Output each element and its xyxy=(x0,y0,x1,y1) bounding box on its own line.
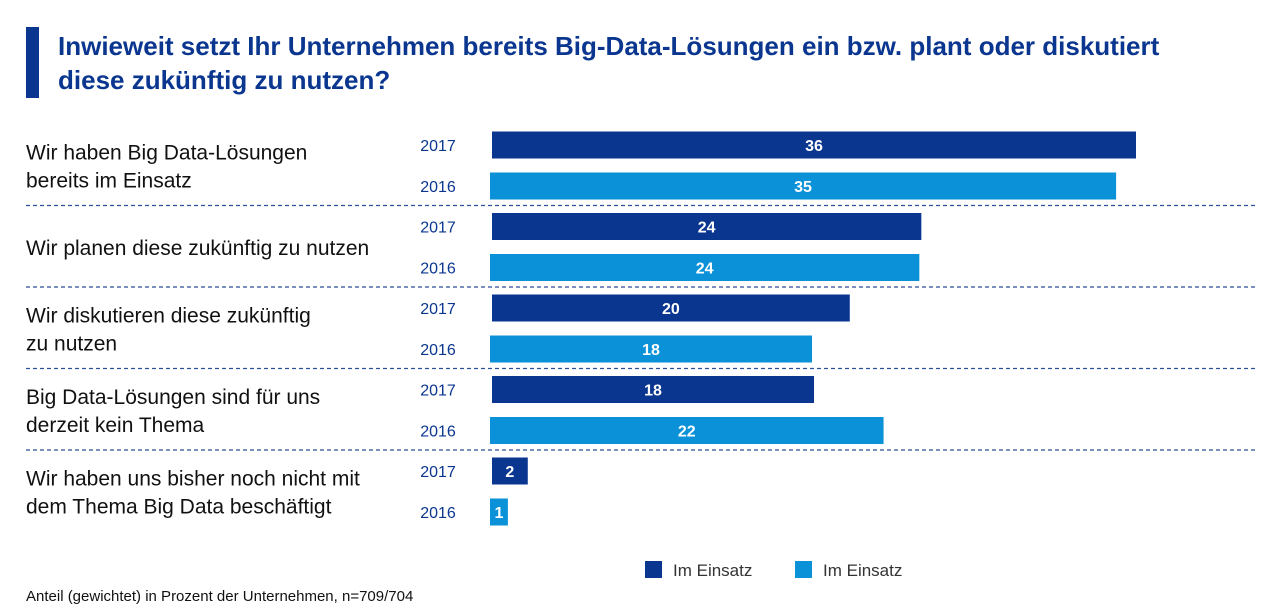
legend-label: Im Einsatz xyxy=(823,561,902,580)
year-label: 2016 xyxy=(420,179,456,196)
bar-2017 xyxy=(492,131,1136,159)
bar-2016 xyxy=(490,498,508,526)
data-label: 24 xyxy=(698,220,716,237)
year-label: 2016 xyxy=(420,424,456,441)
data-label: 22 xyxy=(678,424,696,441)
category-label: Wir haben Big Data-Lösungen xyxy=(26,142,307,165)
year-label: 2017 xyxy=(420,220,456,237)
category-label: Wir planen diese zukünftig zu nutzen xyxy=(26,237,369,260)
data-label: 36 xyxy=(805,138,823,155)
category-label: Wir haben uns bisher noch nicht mit xyxy=(26,468,360,491)
legend-swatch-2016 xyxy=(795,561,812,578)
title-accent-bar xyxy=(26,27,39,98)
category-label: zu nutzen xyxy=(26,333,117,356)
bar-chart: Wir haben Big Data-Lösungen bereits im Ei… xyxy=(26,131,1258,580)
year-label: 2016 xyxy=(420,505,456,522)
year-label: 2017 xyxy=(420,464,456,481)
category-label: Wir diskutieren diese zukünftig xyxy=(26,305,311,328)
category-label: bereits im Einsatz xyxy=(26,170,192,193)
year-label: 2017 xyxy=(420,138,456,155)
legend-label: Im Einsatz xyxy=(673,561,752,580)
data-label: 2 xyxy=(505,464,514,481)
bar-2017 xyxy=(492,457,528,485)
year-label: 2017 xyxy=(420,383,456,400)
chart-title: Inwieweit setzt Ihr Unternehmen bereits … xyxy=(58,31,1160,95)
data-label: 24 xyxy=(696,261,714,278)
legend-swatch-2017 xyxy=(645,561,662,578)
category-label: Big Data-Lösungen sind für uns xyxy=(26,386,320,409)
category-label: derzeit kein Thema xyxy=(26,414,205,437)
data-label: 18 xyxy=(642,342,660,359)
year-label: 2016 xyxy=(420,261,456,278)
data-label: 18 xyxy=(644,383,662,400)
data-label: 20 xyxy=(662,301,680,318)
year-label: 2016 xyxy=(420,342,456,359)
bar-2016 xyxy=(490,254,920,281)
bar-2017 xyxy=(492,294,850,322)
data-label: 35 xyxy=(794,179,812,196)
bar-2016 xyxy=(490,335,812,363)
bar-2016 xyxy=(490,172,1117,200)
year-label: 2017 xyxy=(420,301,456,318)
footnote: Anteil (gewichtet) in Prozent der Untern… xyxy=(26,588,414,605)
bar-2017 xyxy=(492,213,922,240)
bar-2016 xyxy=(490,417,884,444)
bar-2017 xyxy=(492,376,814,403)
data-label: 1 xyxy=(494,505,503,522)
category-label: dem Thema Big Data beschäftigt xyxy=(26,496,332,519)
